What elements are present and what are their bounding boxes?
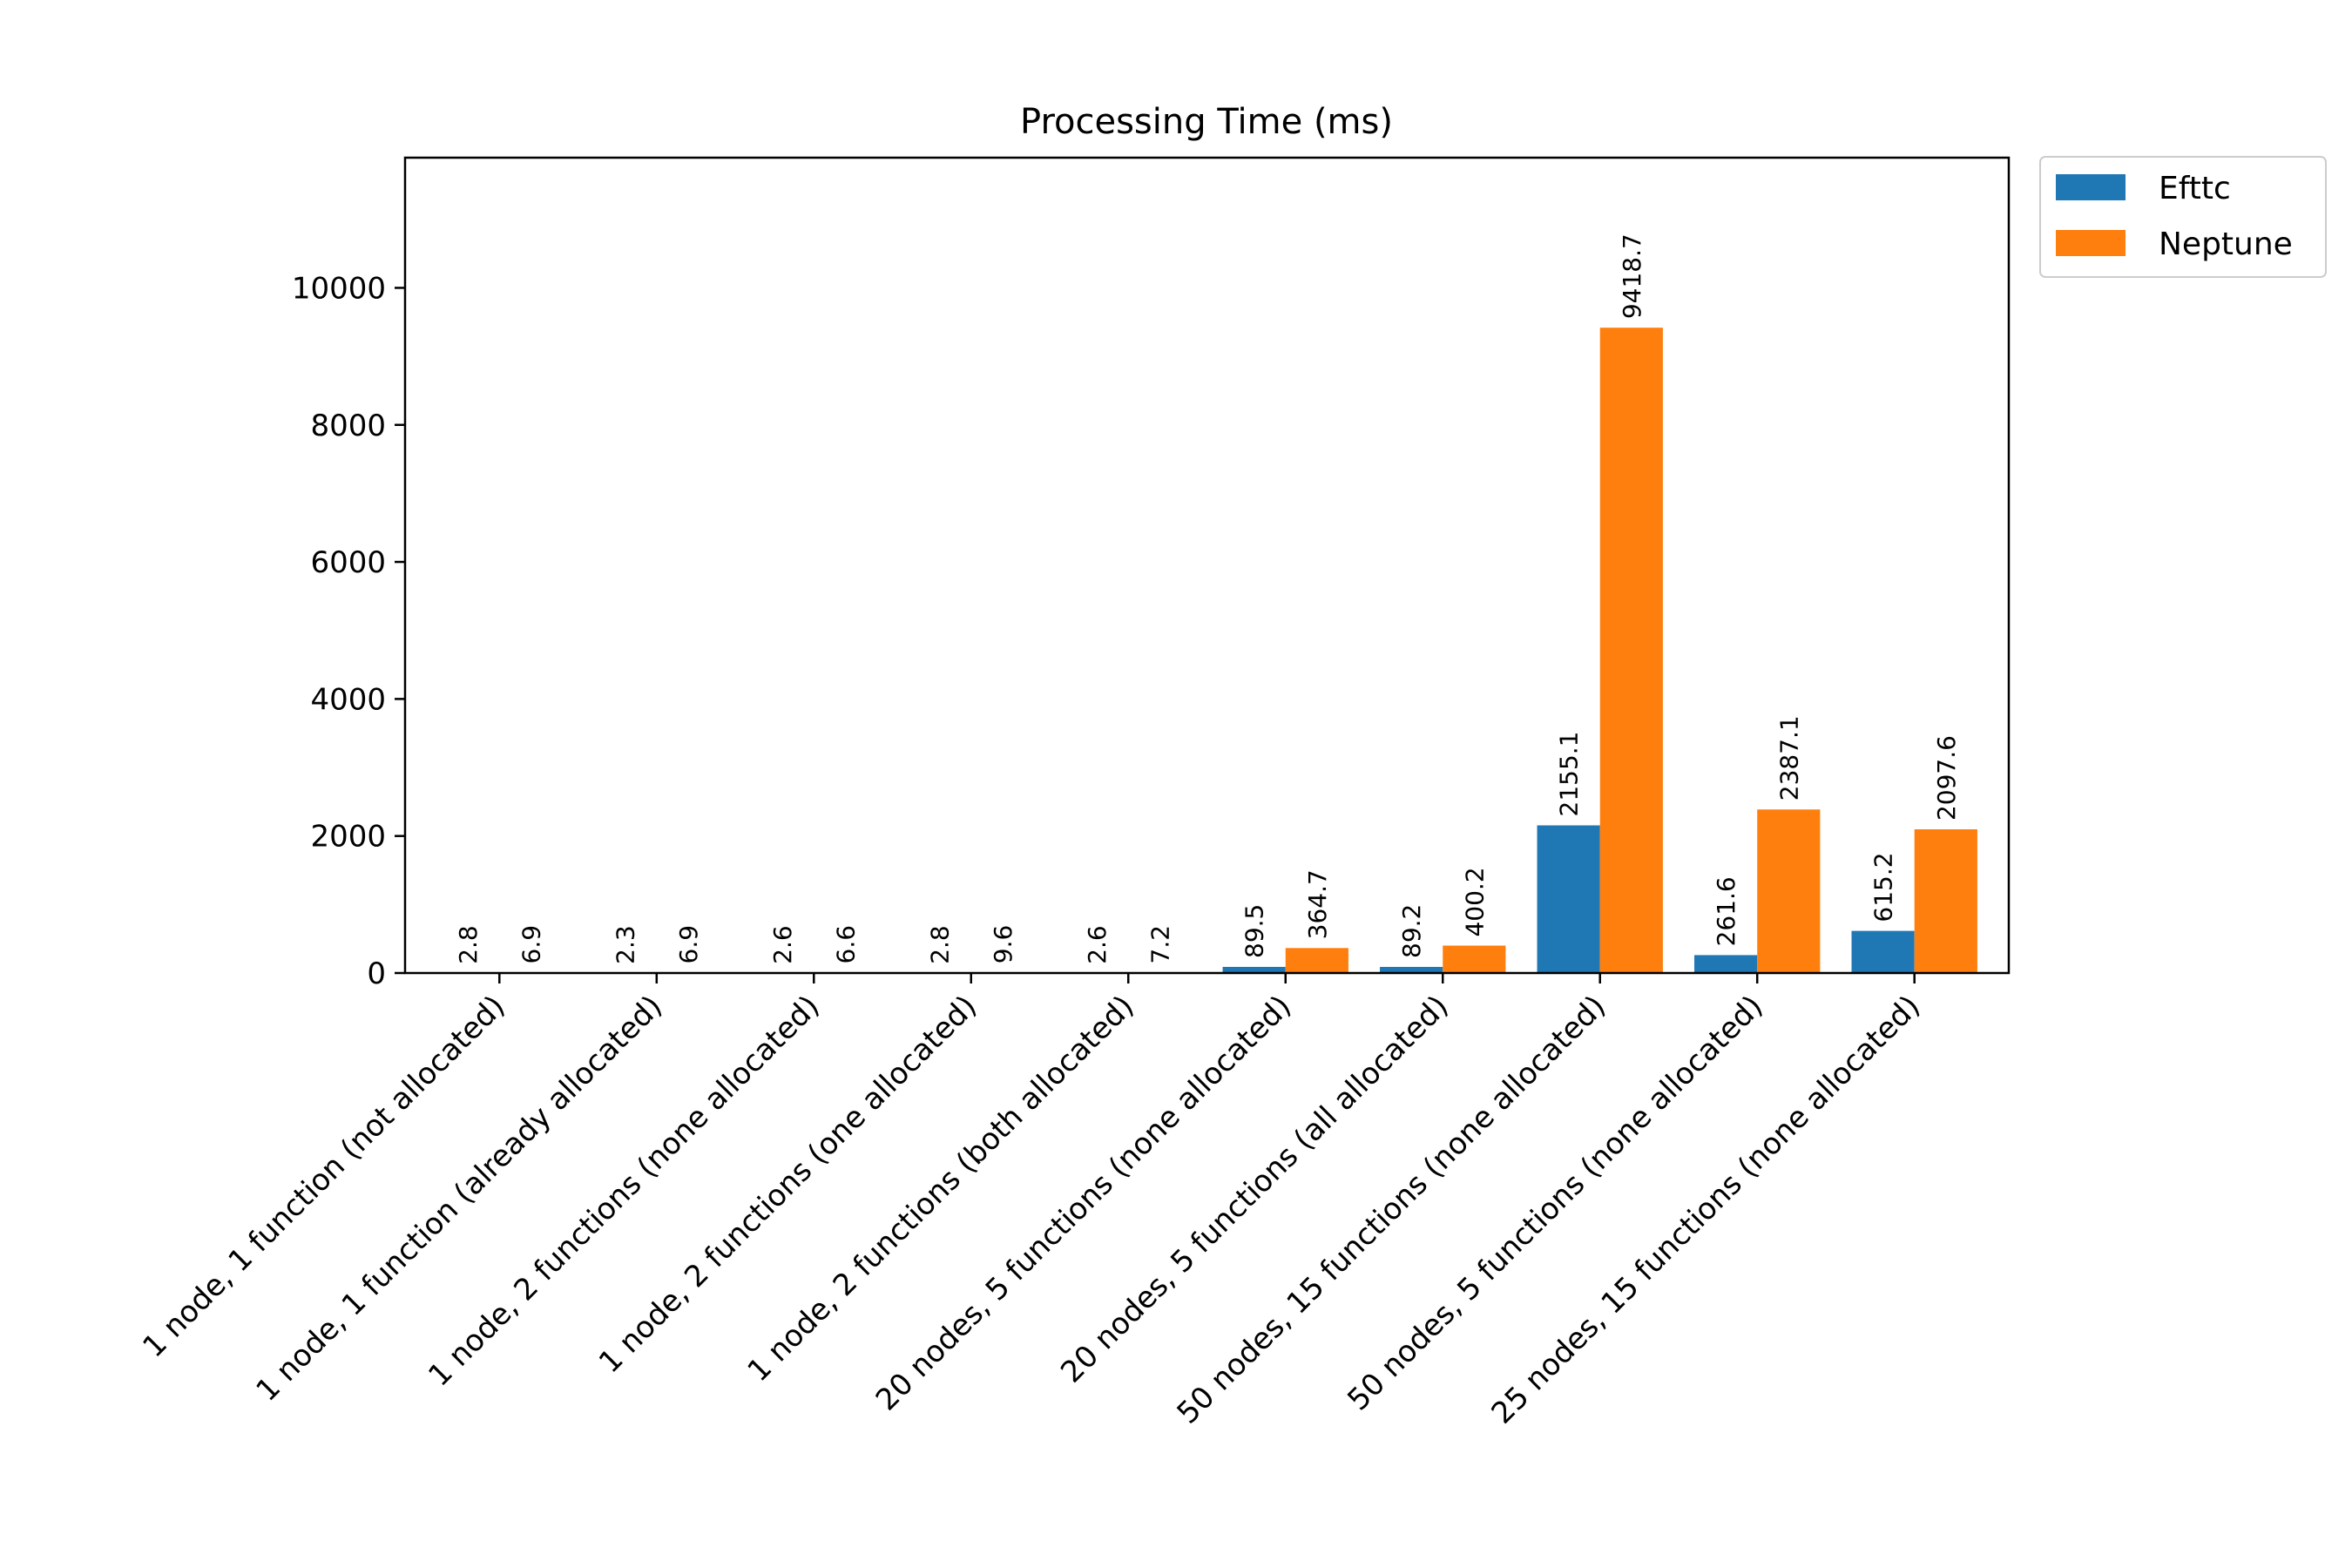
bar-efttc-9 — [1851, 930, 1915, 973]
bar-label-neptune-8: 2387.1 — [1774, 715, 1803, 801]
y-tick-label: 8000 — [310, 409, 386, 443]
bar-labels-group: 2.8 2.3 2.6 2.8 2.6 89.5 89.2 2155.1 261.6 615.2 6… — [454, 233, 1961, 964]
bar-label-neptune-5: 364.7 — [1303, 869, 1332, 939]
bar-label-efttc-1: 2.3 — [612, 925, 640, 964]
bar-label-neptune-0: 6.9 — [517, 925, 545, 964]
legend-swatch-efttc — [2056, 174, 2126, 200]
bar-neptune-8 — [1757, 809, 1821, 973]
bar-label-efttc-4: 2.6 — [1083, 925, 1112, 964]
bar-label-efttc-9: 615.2 — [1869, 852, 1898, 922]
y-tick-label: 0 — [367, 956, 386, 991]
y-tick-label: 10000 — [292, 271, 386, 306]
bar-efttc-8 — [1694, 955, 1758, 973]
bar-label-neptune-4: 7.2 — [1146, 925, 1174, 964]
bar-neptune-7 — [1599, 328, 1663, 973]
bar-label-neptune-1: 6.9 — [674, 925, 703, 964]
bar-label-efttc-8: 261.6 — [1712, 876, 1740, 946]
bar-label-efttc-3: 2.8 — [926, 925, 955, 964]
plot-frame — [403, 156, 2011, 975]
legend-label-neptune: Neptune — [2159, 226, 2293, 262]
legend: Efttc Neptune — [2039, 156, 2327, 278]
bars-group — [436, 328, 1977, 974]
bar-label-neptune-6: 400.2 — [1460, 867, 1489, 936]
y-axis: 0 2000 4000 6000 8000 10000 — [292, 271, 405, 991]
bar-neptune-5 — [1285, 948, 1348, 973]
bar-label-efttc-7: 2155.1 — [1555, 732, 1584, 817]
bar-label-neptune-2: 6.6 — [831, 925, 860, 964]
bar-label-neptune-9: 2097.6 — [1932, 735, 1961, 821]
chart-title: Processing Time (ms) — [1020, 102, 1393, 142]
bar-label-efttc-2: 2.6 — [768, 925, 797, 964]
legend-label-efttc: Efttc — [2159, 171, 2231, 206]
bar-efttc-7 — [1537, 825, 1600, 973]
y-tick-label: 6000 — [310, 545, 386, 580]
bar-label-efttc-5: 89.5 — [1240, 904, 1269, 958]
bar-efttc-5 — [1222, 966, 1286, 973]
bar-neptune-9 — [1914, 829, 1977, 973]
bar-label-efttc-6: 89.2 — [1397, 904, 1426, 958]
legend-swatch-neptune — [2056, 230, 2126, 256]
bar-label-neptune-7: 9418.7 — [1618, 233, 1646, 319]
bar-efttc-6 — [1380, 966, 1443, 973]
bar-label-efttc-0: 2.8 — [454, 925, 483, 964]
y-tick-label: 2000 — [310, 820, 386, 855]
x-axis: 1 node, 1 function (not allocated)1 node… — [136, 973, 1927, 1431]
y-tick-label: 4000 — [310, 682, 386, 717]
bar-label-neptune-3: 9.6 — [989, 925, 1017, 964]
bar-neptune-6 — [1443, 945, 1506, 973]
